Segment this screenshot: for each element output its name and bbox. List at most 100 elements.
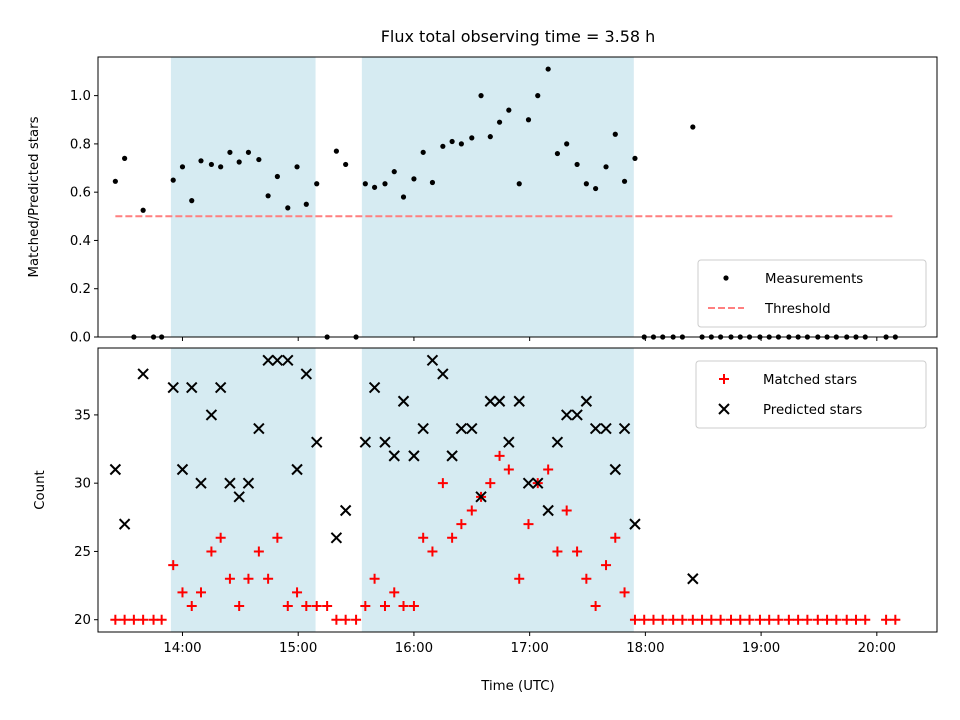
predicted-star-point [446,450,458,462]
measurement-point [554,150,561,157]
matched-star-point [156,614,167,625]
measurement-point [362,181,368,187]
measurement-point [294,164,300,170]
measurement-point [440,143,446,149]
y-tick-label: 20 [74,613,91,628]
predicted-star-point [484,395,497,407]
predicted-star-point [311,436,323,448]
matched-star-point [543,464,554,475]
y-tick-label: 0.0 [70,331,91,346]
upper-shaded-intervals [170,57,634,337]
y-tick-label: 1.0 [70,89,91,104]
matched-star-point [657,614,668,625]
predicted-star-point [167,381,179,394]
measurement-point [478,93,484,99]
matched-star-point [379,601,390,612]
predicted-star-point [397,395,410,407]
lower-x-ticks: 14:00 15:00 16:00 17:00 18:00 19:00 20:00 [163,632,896,656]
matched-star-point [110,614,121,625]
lower-plot-frame [97,347,938,633]
measurement-point [218,164,224,170]
predicted-star-point [137,368,149,380]
x-axis-label: Time (UTC) [480,679,555,694]
matched-star-point [697,614,708,625]
measurement-point [690,124,696,130]
matched-star-point [466,505,477,516]
predicted-star-point [687,573,699,585]
predicted-star-point [195,477,207,489]
matched-star-point [128,614,139,625]
matched-star-point [253,546,264,557]
measurement-point [469,135,475,141]
predicted-star-point [609,463,621,476]
predicted-star-point [262,354,274,366]
measurement-point [516,181,522,187]
series-predicted-stars [109,354,699,585]
matched-star-point [715,614,726,625]
matched-star-point [351,614,362,625]
legend-box [695,360,927,429]
lower-shaded-intervals [170,348,634,632]
matched-star-point [282,601,293,612]
matched-star-point [119,614,130,625]
upper-plot-frame [97,56,938,338]
measurement-point [265,193,271,199]
shaded-interval [361,348,634,632]
measurement-point [314,181,320,187]
matched-star-point [822,614,833,625]
matched-star-point [793,614,804,625]
x-tick-label: 17:00 [510,641,548,656]
measurement-point [411,176,417,182]
measurement-point [535,93,541,99]
matched-star-point [881,614,892,625]
predicted-star-point [629,518,641,530]
matched-star-point [447,532,458,543]
matched-star-point [427,546,438,557]
predicted-star-point [118,518,131,530]
lower-series-layer [109,354,901,625]
matched-star-point [331,614,342,625]
matched-star-point [890,614,901,625]
matched-star-point [523,519,534,530]
matched-star-point [812,614,823,625]
legend-dot-swatch [723,275,729,281]
upper-y-axis-label: Matched/Predicted stars [27,116,42,277]
lower-y-axis-label: Count [33,470,48,510]
predicted-star-point [466,422,478,435]
matched-star-point [243,573,254,584]
predicted-star-point [503,436,515,448]
predicted-star-point [589,422,602,435]
legend-label: Threshold [764,302,831,317]
predicted-star-point [242,477,255,489]
measurement-point [274,173,280,180]
matched-star-point [590,601,601,612]
measurement-point [449,138,455,145]
x-tick-label: 16:00 [395,641,433,656]
matched-star-point [619,587,630,598]
lower-panel: 14:00 15:00 16:00 17:00 18:00 19:00 20:00 20 25… [33,347,938,694]
measurement-point [122,155,128,161]
upper-y-ticks: 0.0 0.2 0.4 0.6 0.8 1.0 [70,89,98,346]
y-tick-label: 0.6 [70,186,91,201]
matched-star-point [726,614,737,625]
matched-star-point [186,601,197,612]
predicted-star-point [551,436,564,448]
matched-star-point [456,519,467,530]
predicted-star-point [330,532,343,544]
series-matched-stars [110,450,901,625]
measurement-point [179,164,186,170]
shaded-interval [170,348,316,632]
matched-star-point [783,614,794,625]
upper-x-ticks [181,337,878,341]
measurement-point [198,158,204,164]
lower-legend: Matched stars Predicted stars [695,360,927,429]
legend-label: Predicted stars [763,403,862,418]
matched-star-point [860,614,871,625]
matched-star-point [687,614,698,625]
predicted-star-point [300,368,313,380]
matched-star-point [389,587,400,598]
measurement-point [343,161,349,168]
shaded-interval [170,57,316,337]
matched-star-point [177,587,188,598]
